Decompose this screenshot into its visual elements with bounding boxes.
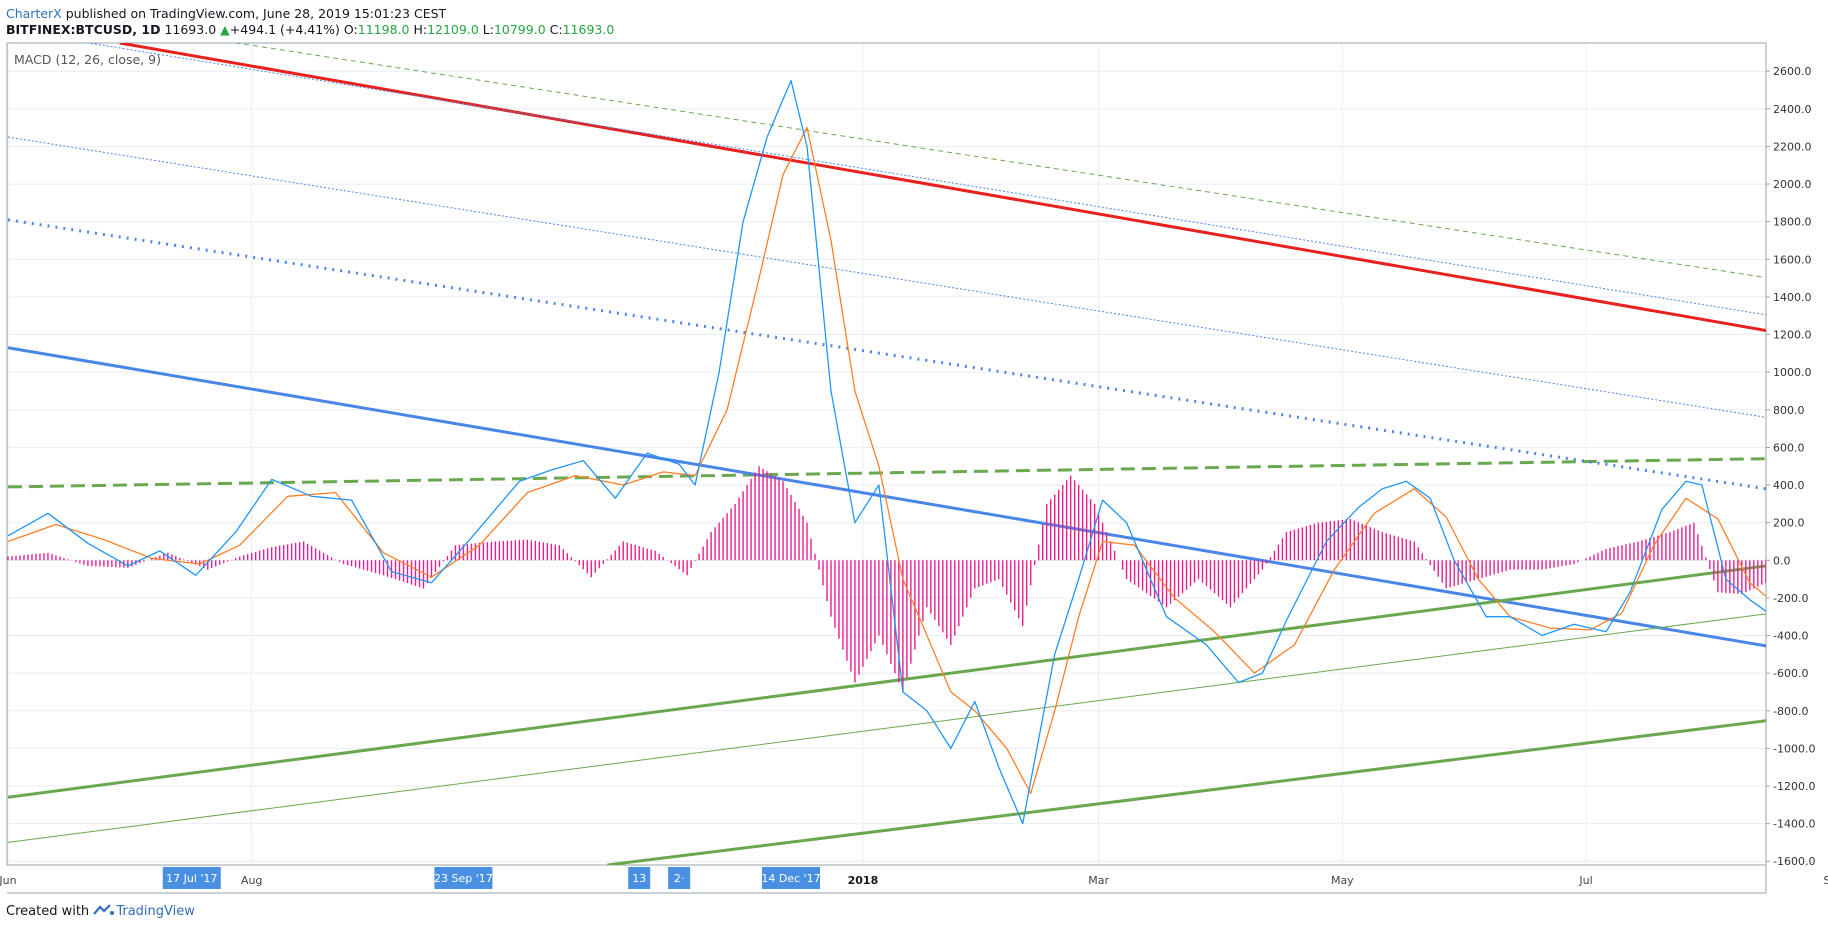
blue-dotted-thick-trendline[interactable] (7, 218, 1828, 758)
y-tick-label: -1000.0 (1773, 742, 1815, 755)
macd-line (7, 79, 1766, 825)
open-label: O: (343, 22, 358, 37)
high-label: H: (413, 22, 428, 37)
blue-dotted-thin-trendline-lower[interactable] (7, 136, 1828, 698)
high-value: 12109.0 (427, 22, 479, 37)
y-tick-label: 800.0 (1773, 404, 1805, 417)
y-tick-label: 1000.0 (1773, 366, 1812, 379)
green-dashed-thin-trendline[interactable] (200, 37, 1828, 547)
signal-line (7, 126, 1766, 795)
y-tick-label: -1400.0 (1773, 818, 1815, 831)
date-tag-label: 23 Sep '17 (434, 872, 493, 885)
y-tick-label: 1800.0 (1773, 216, 1812, 229)
date-tag-label: 2· (674, 872, 685, 885)
close-value: 11693.0 (562, 22, 615, 37)
footer: Created with TradingView (6, 903, 195, 921)
plot-frame (6, 42, 1767, 866)
tradingview-logo-icon[interactable] (93, 904, 115, 916)
y-tick-label: 1200.0 (1773, 329, 1812, 342)
price-change: +494.1 (+4.41%) (229, 22, 340, 37)
time-axis[interactable]: JunAug2018MarMayJulSepNov2019MarMayJulSe… (0, 867, 1828, 889)
x-tick-label: May (1331, 874, 1354, 887)
x-tick-label: Jul (1578, 874, 1592, 887)
close-label: C: (549, 22, 563, 37)
x-tick-label: Jun (0, 874, 17, 887)
y-tick-label: 600.0 (1773, 441, 1805, 454)
date-tag-background (434, 867, 493, 889)
y-tick-label: 1600.0 (1773, 253, 1812, 266)
y-tick-label: -1200.0 (1773, 780, 1815, 793)
date-tag-label: 14 Dec '17 (761, 872, 820, 885)
last-price: 11693.0 (164, 22, 217, 37)
grid-lines (7, 43, 1766, 865)
y-tick-label: 400.0 (1773, 479, 1805, 492)
symbol-quote-bar: BITFINEX:BTCUSD, 1D 11693.0 ▲+494.1 (+4.… (6, 21, 614, 38)
green-lower-channel-line[interactable] (607, 502, 1828, 865)
indicator-label[interactable]: MACD (12, 26, close, 9) (14, 52, 161, 67)
y-tick-label: -800.0 (1773, 705, 1808, 718)
date-tag-label: 17 Jul '17 (166, 872, 217, 885)
y-tick-label: 1400.0 (1773, 291, 1812, 304)
green-dashed-horizontal-trendline[interactable] (7, 430, 1828, 489)
blue-support-trendline[interactable] (7, 346, 1828, 930)
green-upper-channel-line[interactable] (7, 335, 1828, 799)
macd-lines (7, 79, 1766, 825)
date-tag-background (762, 867, 821, 889)
date-tag[interactable]: 23 Sep '17 (434, 867, 493, 889)
date-tag[interactable]: 13 (628, 867, 651, 889)
date-tag-label: 13 (632, 872, 646, 885)
published-text: published on TradingView.com, June 28, 2… (61, 6, 447, 21)
date-tag-background (162, 867, 221, 889)
low-value: 10799.0 (493, 22, 546, 37)
macd-histogram (7, 466, 1766, 692)
publication-header: CharterX published on TradingView.com, J… (6, 5, 446, 22)
y-tick-label: 200.0 (1773, 517, 1805, 530)
y-tick-label: 0.0 (1773, 554, 1791, 567)
y-tick-label: -600.0 (1773, 667, 1808, 680)
y-tick-label: -1600.0 (1773, 855, 1815, 868)
tradingview-link[interactable]: TradingView (116, 904, 195, 919)
created-with-text: Created with (6, 904, 90, 919)
red-resistance-trendline[interactable] (119, 43, 1828, 637)
x-tick-label: Mar (1088, 874, 1109, 887)
date-tag-background (628, 867, 651, 889)
author-name[interactable]: CharterX (6, 6, 62, 21)
y-tick-label: 2600.0 (1773, 65, 1812, 78)
date-tag[interactable]: 14 Dec '17 (761, 867, 821, 889)
y-tick-label: 2400.0 (1773, 103, 1812, 116)
price-axis[interactable]: 2600.0 2400.0 2200.0 2000.0 1800.0 1600.0 1400… (1766, 65, 1815, 868)
date-tag[interactable]: 17 Jul '17 (162, 867, 221, 889)
date-tag[interactable]: 2· (668, 867, 691, 889)
change-up-icon: ▲ (220, 22, 230, 37)
x-tick-label: Aug (241, 874, 262, 887)
symbol-name: BITFINEX:BTCUSD, 1D (6, 22, 161, 37)
x-tick-label: Sep (1823, 874, 1828, 887)
date-tag-background (668, 867, 691, 889)
x-tick-label: 2018 (848, 874, 879, 887)
y-tick-label: -200.0 (1773, 592, 1808, 605)
open-value: 11198.0 (357, 22, 410, 37)
y-tick-label: -400.0 (1773, 630, 1808, 643)
y-tick-label: 2200.0 (1773, 140, 1812, 153)
green-thin-channel-line[interactable] (7, 385, 1828, 843)
y-tick-label: 2000.0 (1773, 178, 1812, 191)
blue-dotted-thin-trendline-upper[interactable] (8, 30, 1828, 600)
trendlines[interactable] (7, 30, 1828, 930)
low-label: L: (482, 22, 494, 37)
